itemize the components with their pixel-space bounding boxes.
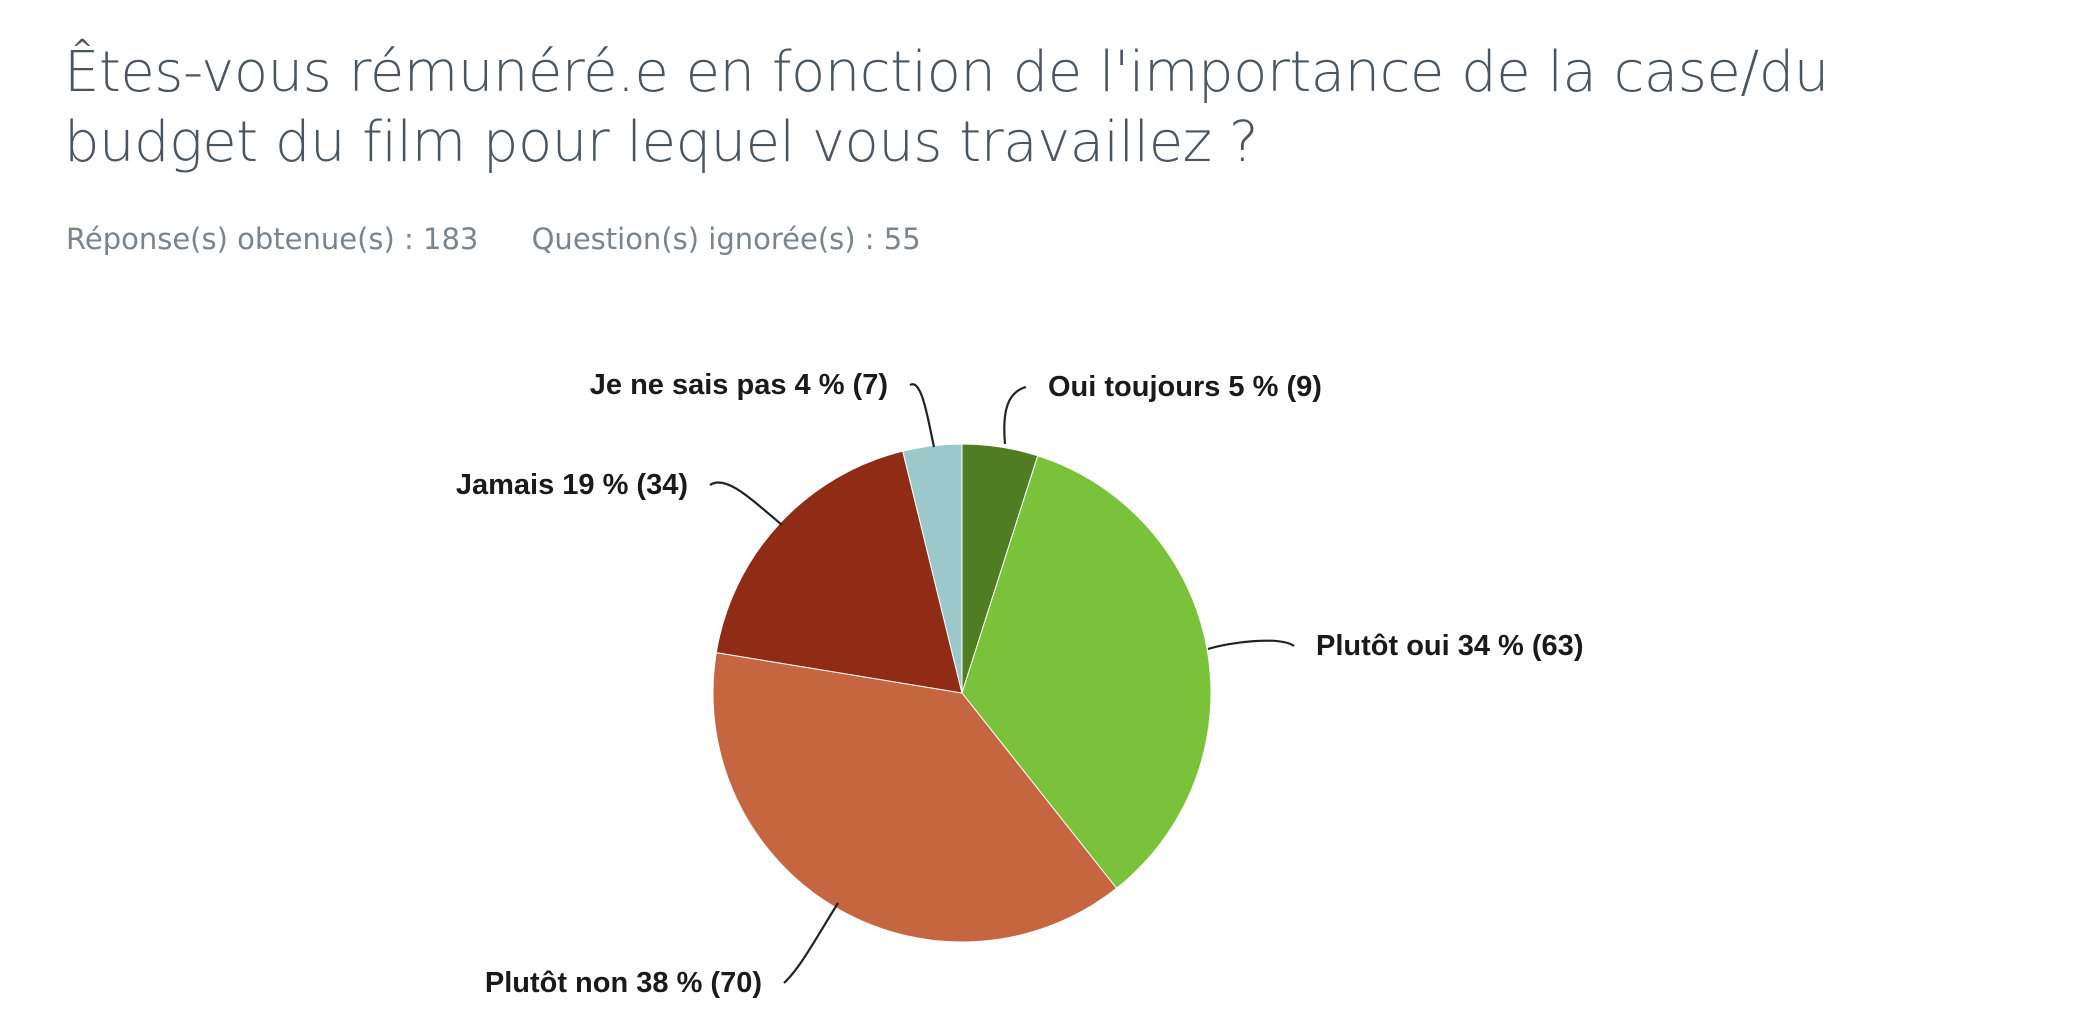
pie-slices xyxy=(712,443,1212,943)
answered-count: Réponse(s) obtenue(s) : 183 xyxy=(66,222,479,256)
slice-label-plutot-non: Plutôt non 38 % (70) xyxy=(485,967,762,999)
slice-labels: Oui toujours 5 % (9) Plutôt oui 34 % (63)… xyxy=(456,369,1584,999)
pie-slice-plutot-oui xyxy=(961,455,1212,889)
leader-line-plutot-oui xyxy=(1207,639,1295,651)
leader-line-je-ne-sais-pas xyxy=(909,383,936,448)
pie-slice-je-ne-sais-pas xyxy=(902,443,963,694)
leader-lines xyxy=(709,383,1295,984)
slice-label-je-ne-sais-pas: Je ne sais pas 4 % (7) xyxy=(590,369,888,401)
slice-label-oui-toujours: Oui toujours 5 % (9) xyxy=(1048,371,1322,403)
leader-line-jamais xyxy=(709,481,783,526)
slice-label-jamais: Jamais 19 % (34) xyxy=(456,469,688,501)
skipped-count: Question(s) ignorée(s) : 55 xyxy=(531,222,921,256)
leader-line-oui-toujours xyxy=(1003,385,1027,445)
question-title: Êtes-vous rémunéré.e en fonction de l'im… xyxy=(64,40,1829,175)
leader-line-plutot-non xyxy=(783,902,839,984)
response-stats: Réponse(s) obtenue(s) : 183 Question(s) … xyxy=(66,222,921,256)
slice-label-plutot-oui: Plutôt oui 34 % (63) xyxy=(1316,630,1583,662)
